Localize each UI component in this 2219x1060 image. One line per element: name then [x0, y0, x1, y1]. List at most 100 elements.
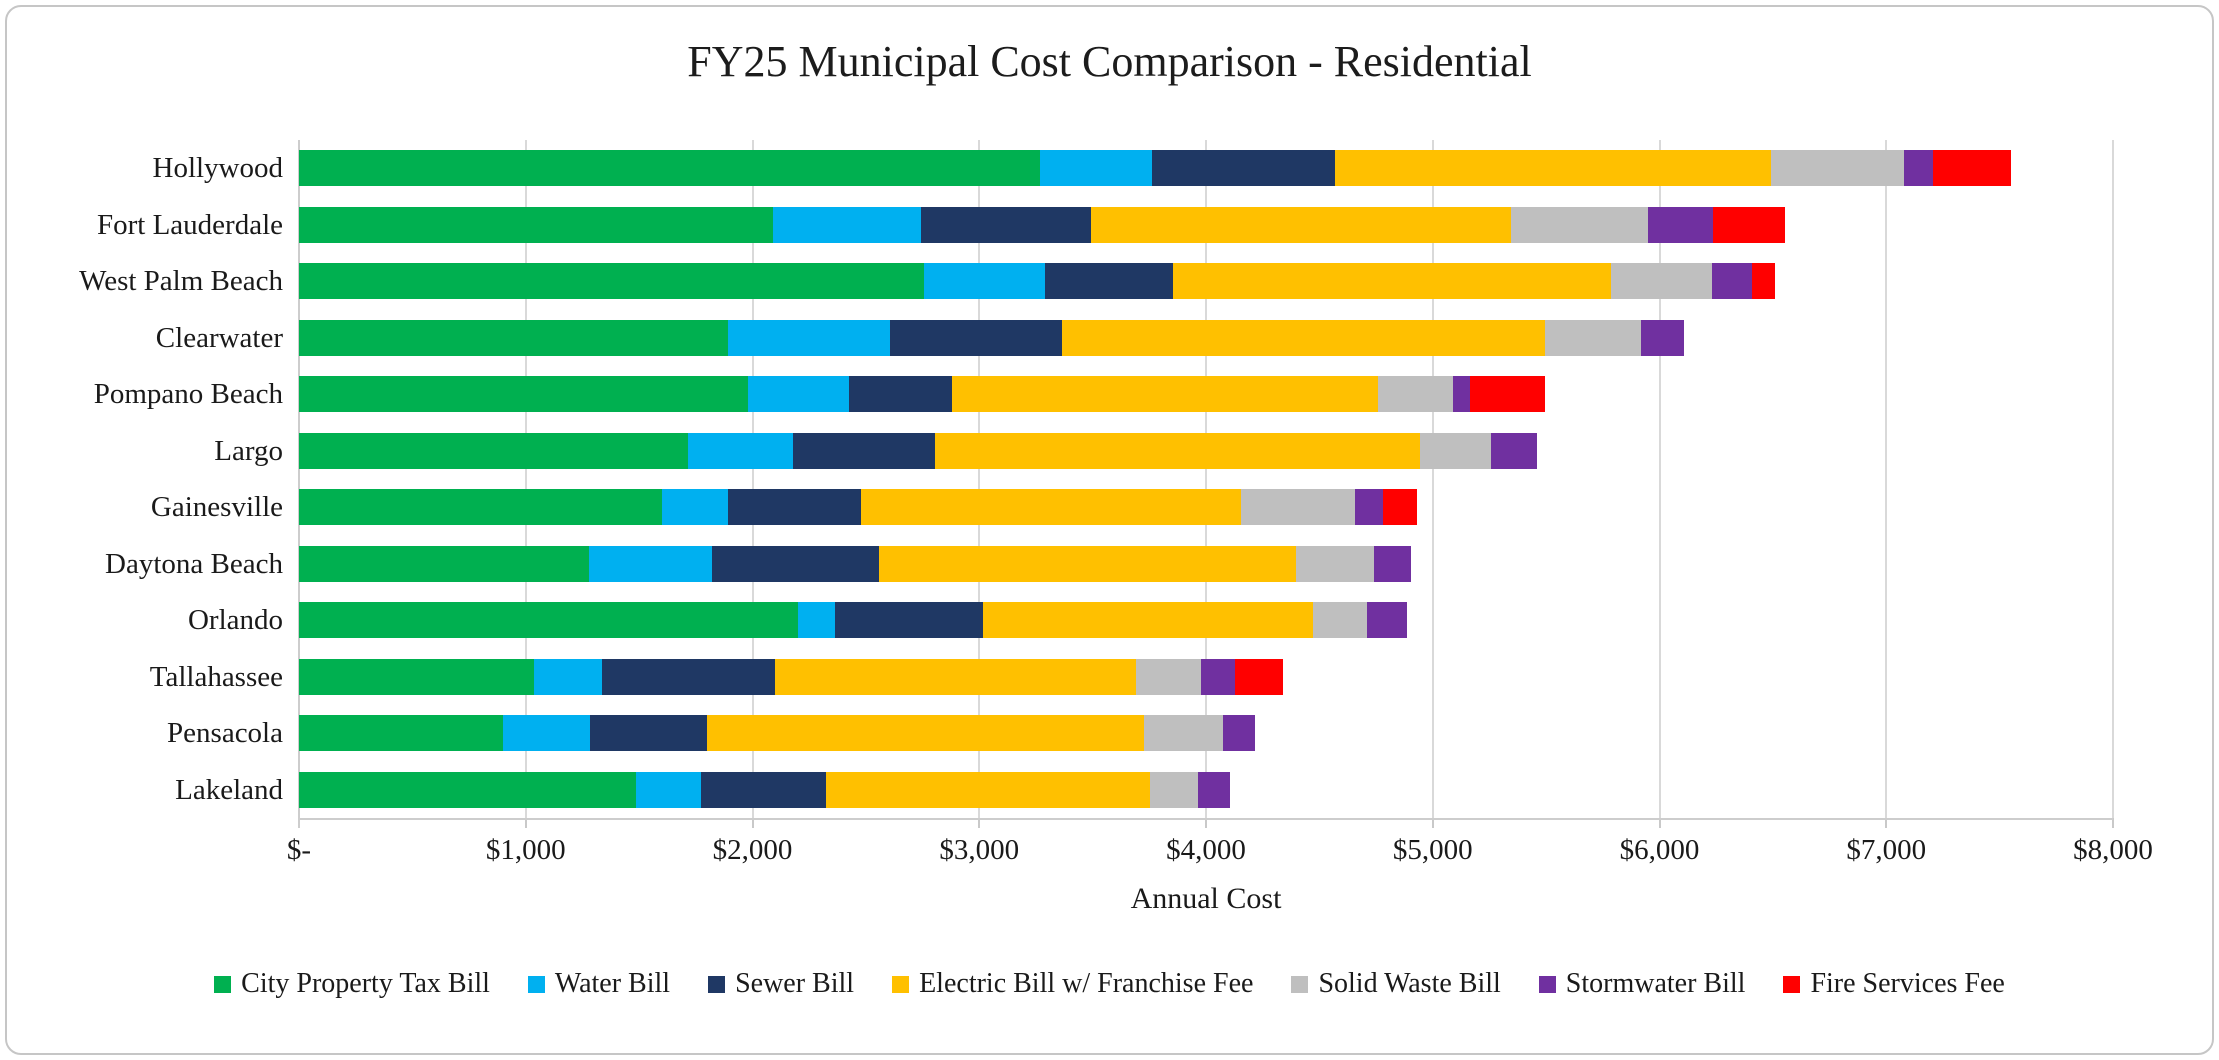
bar-segment: [299, 319, 728, 356]
legend-item: Electric Bill w/ Franchise Fee: [892, 968, 1253, 1000]
legend-swatch: [527, 975, 545, 993]
bar-segment: [1453, 376, 1471, 413]
bar-segment: [952, 376, 1379, 413]
category-label: Lakeland: [175, 773, 283, 806]
bar-segment: [1752, 263, 1776, 300]
axis-tick: [978, 818, 981, 828]
gridline: [751, 140, 754, 818]
bar-segment: [982, 602, 1313, 639]
bar-segment: [1648, 206, 1713, 243]
x-tick-label: $-: [286, 834, 312, 866]
gridline: [2112, 140, 2114, 818]
bar-segment: [848, 376, 952, 413]
x-tick-label: $7,000: [1846, 834, 1927, 866]
legend-item: Fire Services Fee: [1783, 968, 2005, 1000]
gridline: [1885, 140, 1888, 818]
category-label: Pensacola: [167, 717, 283, 749]
bar-segment: [299, 150, 1041, 187]
bar-segment: [1135, 658, 1202, 695]
category-label: Orlando: [187, 604, 283, 636]
category-label: West Palm Beach: [79, 265, 283, 297]
category-label: Largo: [214, 434, 283, 467]
bar-segment: [1378, 376, 1454, 413]
x-tick-label: $3,000: [939, 834, 1020, 866]
category-label: Clearwater: [155, 321, 283, 354]
category-label: Pompano Beach: [93, 378, 283, 410]
stacked-bar: [299, 489, 1417, 526]
y-axis-line: [298, 140, 300, 828]
category-label: Fort Lauderdale: [96, 208, 283, 241]
stacked-bar: [299, 715, 1255, 752]
bar-segment: [1544, 319, 1642, 356]
legend-item: City Property Tax Bill: [214, 968, 490, 1000]
bar-segment: [793, 432, 936, 469]
bar-segment: [635, 771, 702, 808]
bar-segment: [1470, 376, 1545, 413]
axis-tick: [2112, 818, 2114, 828]
bar-segment: [889, 319, 1062, 356]
bar-segment: [1354, 489, 1383, 526]
bar-segment: [1770, 150, 1905, 187]
bar-segment: [1062, 319, 1545, 356]
stacked-bar: [299, 658, 1284, 695]
bar-segment: [1241, 489, 1355, 526]
category-label: Daytona Beach: [105, 547, 283, 580]
bar-segment: [503, 715, 591, 752]
legend-label: Stormwater Bill: [1565, 968, 1746, 999]
bar-segment: [879, 545, 1296, 582]
x-axis-title: Annual Cost: [1130, 882, 1282, 915]
legend-swatch: [892, 975, 910, 993]
bar-segment: [921, 206, 1092, 243]
bar-segment: [1382, 489, 1417, 526]
bar-segment: [1490, 432, 1538, 469]
bar-segment: [935, 432, 1421, 469]
bar-segment: [1904, 150, 1933, 187]
legend-label: Solid Waste Bill: [1318, 968, 1501, 999]
legend-label: City Property Tax Bill: [241, 968, 490, 999]
bar-segment: [835, 602, 983, 639]
bar-segment: [687, 432, 794, 469]
category-label: Hollywood: [152, 152, 284, 184]
gridline: [1431, 140, 1434, 818]
gridline: [524, 140, 527, 818]
legend-item: Stormwater Bill: [1538, 968, 1746, 1000]
bar-segment: [299, 602, 798, 639]
axis-tick: [1431, 818, 1434, 828]
stacked-bar: [299, 150, 2011, 187]
bar-segment: [601, 658, 776, 695]
bar-segment: [1150, 771, 1199, 808]
stacked-bar: [299, 545, 1412, 582]
axis-tick: [524, 818, 527, 828]
bar-segment: [299, 658, 534, 695]
bar-segment: [299, 376, 748, 413]
gridline: [1205, 140, 1207, 818]
bar-segment: [747, 376, 849, 413]
bar-segment: [589, 545, 712, 582]
legend-item: Solid Waste Bill: [1291, 968, 1501, 1000]
bar-segment: [299, 489, 662, 526]
stacked-bar: [299, 206, 1786, 243]
x-tick-label: $5,000: [1392, 834, 1473, 866]
gridline: [1658, 140, 1661, 818]
chart-title: FY25 Municipal Cost Comparison - Residen…: [687, 37, 1532, 86]
bar-segment: [711, 545, 880, 582]
legend-swatch: [1291, 975, 1309, 993]
legend-label: Water Bill: [554, 968, 671, 999]
bar-segment: [1151, 150, 1336, 187]
gridline: [978, 140, 981, 818]
bar-segment: [1040, 150, 1152, 187]
legend-swatch: [214, 975, 232, 993]
bar-segment: [1201, 658, 1236, 695]
axis-tick: [751, 818, 754, 828]
bar-segment: [1235, 658, 1284, 695]
bar-segment: [1420, 432, 1491, 469]
axis-tick: [1658, 818, 1661, 828]
bar-segment: [1335, 150, 1771, 187]
category-label: Tallahassee: [149, 660, 283, 693]
bar-segment: [1712, 206, 1786, 243]
bar-segment: [299, 545, 590, 582]
bar-segment: [707, 715, 1144, 752]
bar-segment: [590, 715, 708, 752]
bar-segment: [1510, 206, 1649, 243]
